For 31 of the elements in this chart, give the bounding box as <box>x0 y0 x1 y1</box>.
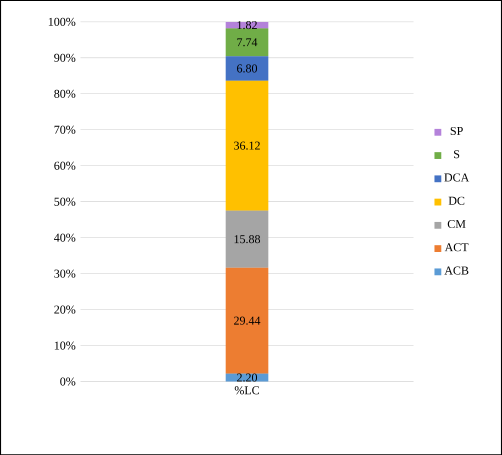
legend-label: DC <box>448 196 464 205</box>
y-tick-label: 60% <box>54 161 76 170</box>
y-tick-label: 0% <box>60 377 76 386</box>
data-label: 2.20 <box>237 373 258 382</box>
data-label: 15.88 <box>234 234 260 244</box>
bar <box>226 56 268 81</box>
y-tick-label: 50% <box>54 197 76 206</box>
y-tick-label: 10% <box>54 341 76 350</box>
y-tick-label: 100% <box>48 18 76 26</box>
data-label: 6.80 <box>237 64 258 72</box>
bar <box>226 210 268 268</box>
bar <box>226 28 268 56</box>
bar <box>226 268 268 374</box>
legend-label: ACB <box>444 266 468 274</box>
data-label: 36.12 <box>234 141 260 150</box>
y-tick-label: 80% <box>54 90 76 98</box>
y-tick-label: 70% <box>54 126 76 134</box>
x-tick-label: %LC <box>234 386 259 394</box>
bar <box>226 80 268 210</box>
data-label: 1.82 <box>238 20 257 30</box>
y-tick-label: 20% <box>54 305 76 314</box>
data-label: 29.44 <box>234 316 260 325</box>
data-label: 7.74 <box>237 38 258 46</box>
legend-label: CM <box>448 220 466 228</box>
legend-label: S <box>454 150 460 158</box>
y-tick-label: 40% <box>54 233 76 242</box>
legend-label: DCA <box>444 173 470 182</box>
y-tick-label: 90% <box>54 54 76 62</box>
y-tick-label: 30% <box>54 269 76 278</box>
legend-label: SP <box>450 126 463 135</box>
legend-label: ACT <box>444 243 468 252</box>
